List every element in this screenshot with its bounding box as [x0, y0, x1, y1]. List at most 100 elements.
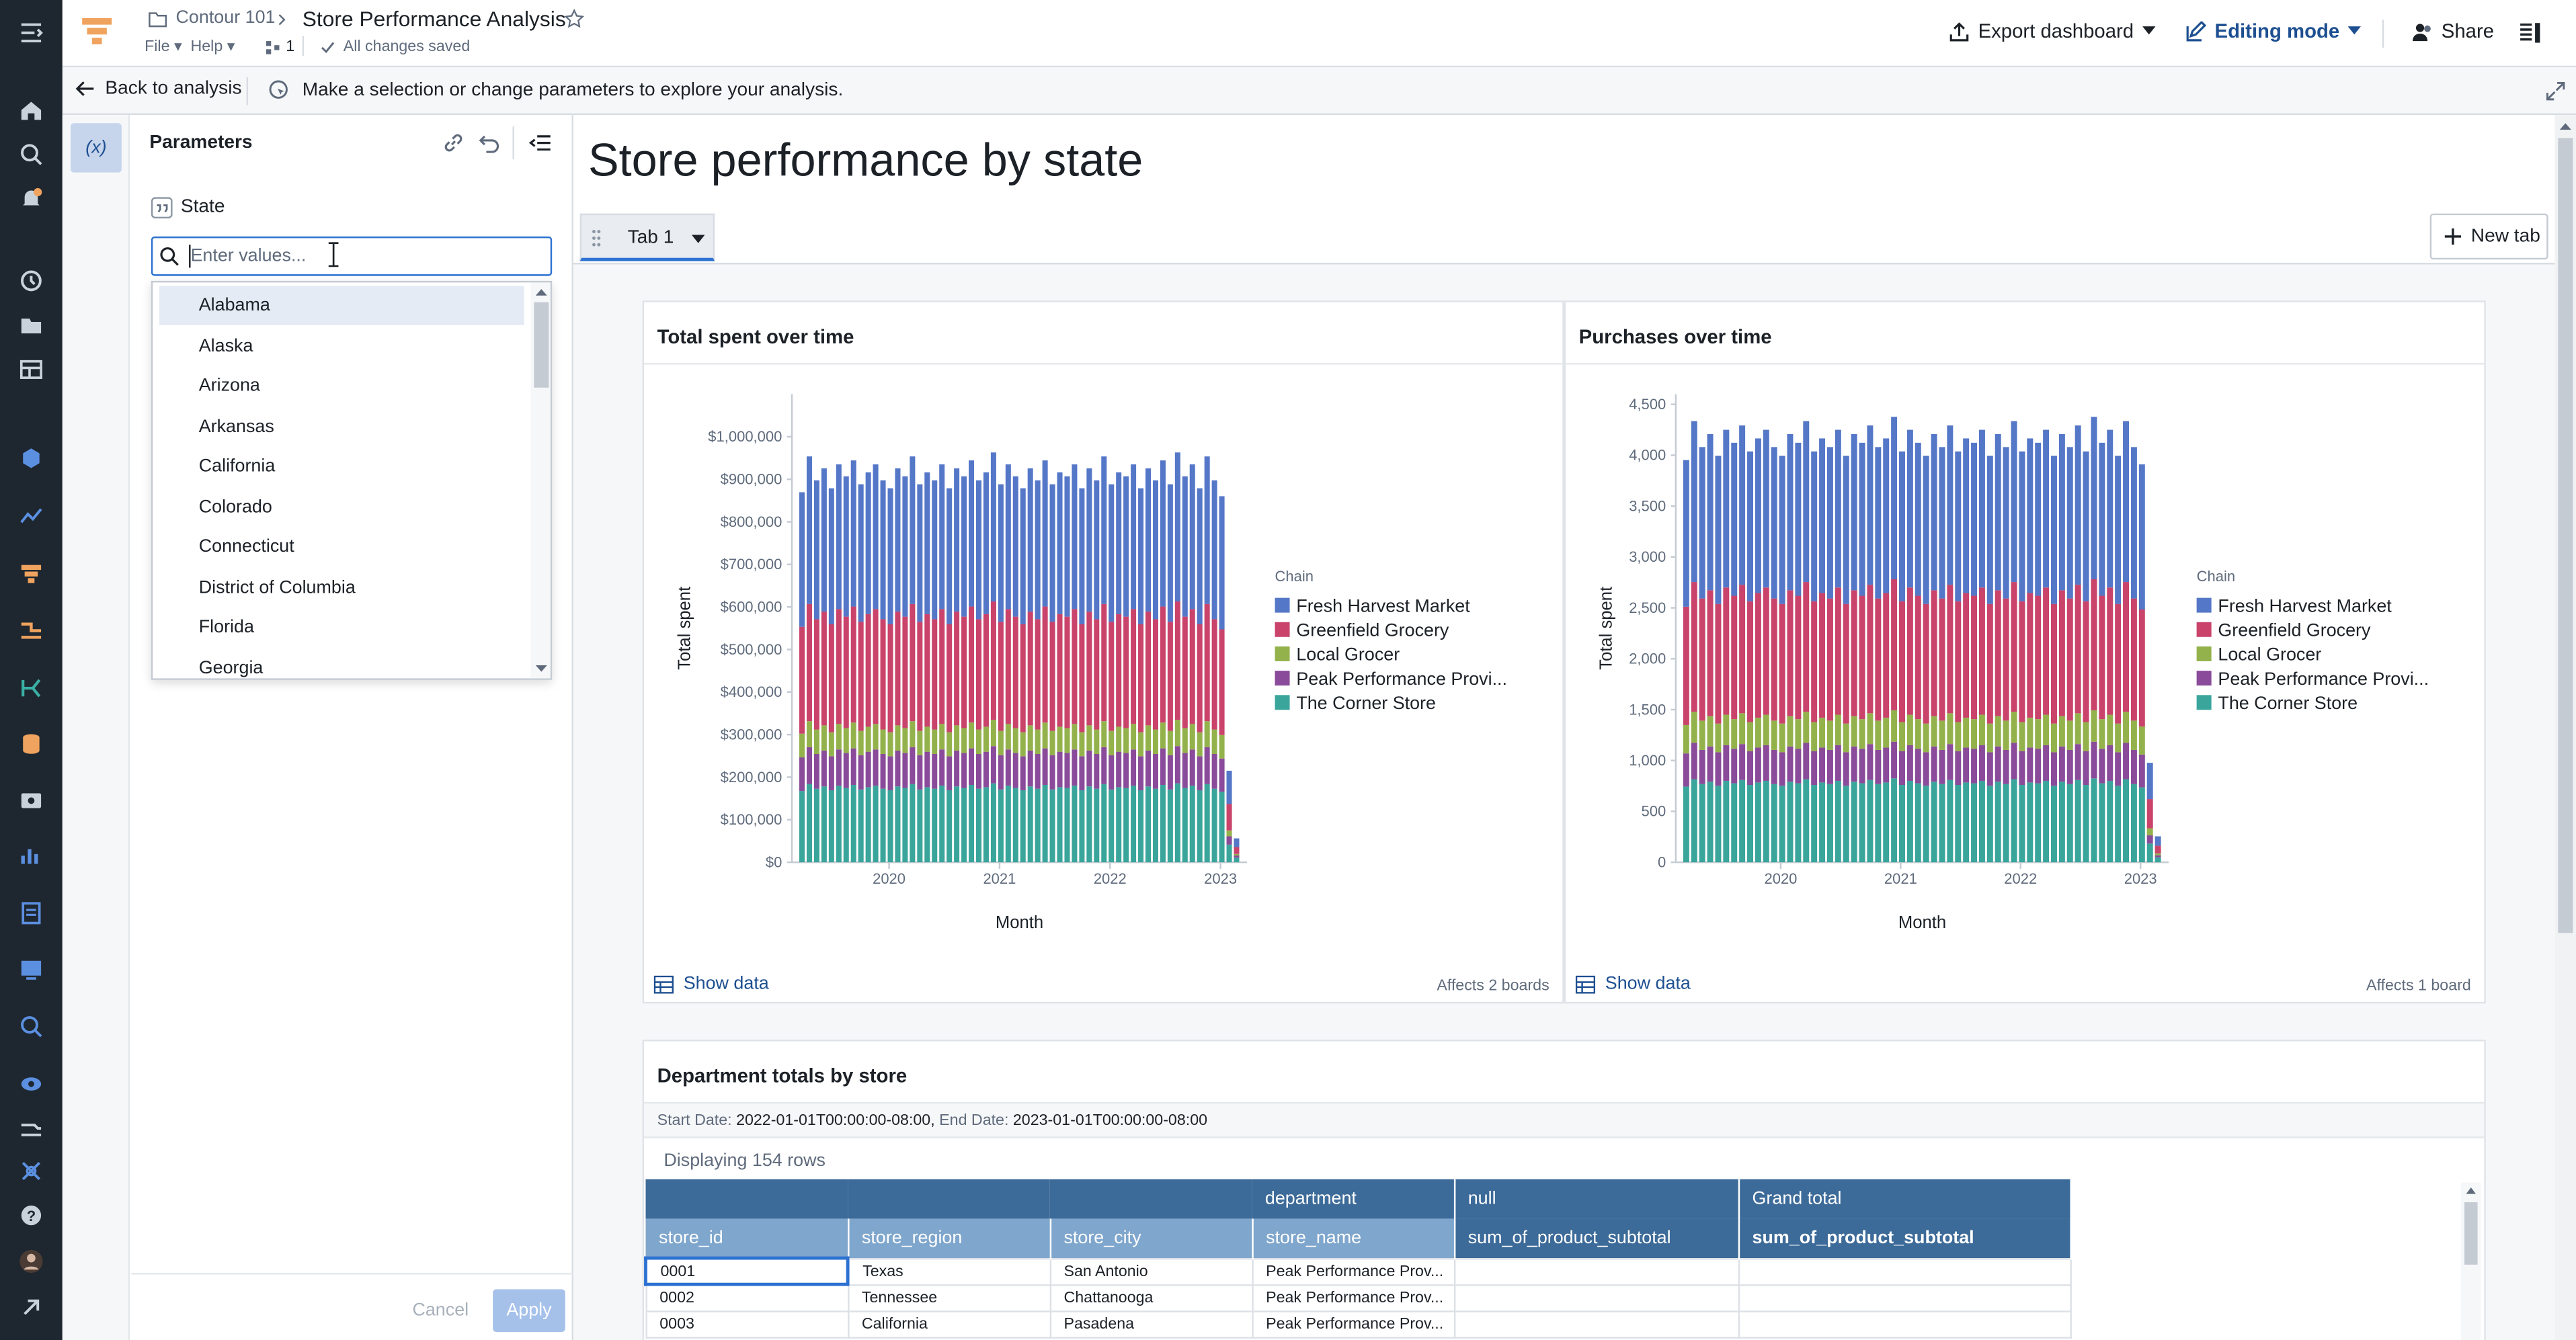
bar-segment[interactable] — [1978, 429, 1985, 588]
bar-segment[interactable] — [917, 789, 923, 863]
bar-segment[interactable] — [1875, 784, 1882, 863]
bar-segment[interactable] — [1867, 780, 1874, 863]
bar-segment[interactable] — [1723, 780, 1730, 863]
bar-segment[interactable] — [2123, 743, 2130, 780]
bar-segment[interactable] — [1803, 743, 1810, 780]
bar-segment[interactable] — [1891, 778, 1898, 863]
bar-segment[interactable] — [983, 614, 989, 727]
bar-segment[interactable] — [806, 784, 812, 863]
bar-segment[interactable] — [799, 791, 805, 863]
option-florida[interactable]: Florida — [198, 617, 254, 638]
bar-segment[interactable] — [2066, 720, 2073, 750]
database-icon[interactable] — [16, 729, 46, 759]
bar-segment[interactable] — [1851, 433, 1857, 591]
legend-swatch[interactable] — [2196, 597, 2212, 613]
bar-segment[interactable] — [1064, 753, 1070, 788]
bar-segment[interactable] — [1152, 754, 1158, 789]
bar-segment[interactable] — [1145, 750, 1152, 787]
bar-segment[interactable] — [1116, 787, 1122, 863]
bar-segment[interactable] — [1012, 476, 1018, 617]
bar-segment[interactable] — [924, 787, 930, 863]
bar-segment[interactable] — [1079, 488, 1085, 624]
caret-down-icon[interactable] — [691, 235, 705, 243]
bar-segment[interactable] — [1883, 782, 1890, 863]
bar-segment[interactable] — [2066, 447, 2073, 599]
bar-segment[interactable] — [1915, 749, 1921, 784]
bar-segment[interactable] — [1978, 587, 1985, 715]
export-dashboard-button[interactable]: Export dashboard — [1949, 19, 2155, 43]
bar-segment[interactable] — [1747, 451, 1753, 601]
bar-segment[interactable] — [939, 724, 945, 750]
bar-segment[interactable] — [1086, 725, 1092, 751]
bar-segment[interactable] — [1079, 756, 1085, 790]
state-search-input[interactable]: Enter values... — [151, 236, 553, 276]
bar-segment[interactable] — [2043, 714, 2050, 745]
bar-segment[interactable] — [1152, 480, 1158, 620]
bar-segment[interactable] — [1057, 614, 1063, 727]
bar-segment[interactable] — [1739, 744, 1746, 780]
bar-segment[interactable] — [850, 460, 856, 607]
bar-segment[interactable] — [836, 786, 842, 863]
legend-swatch[interactable] — [2196, 622, 2212, 637]
bar-segment[interactable] — [1867, 585, 1874, 714]
bar-segment[interactable] — [1160, 722, 1166, 749]
bar-segment[interactable] — [2138, 464, 2145, 610]
bar-segment[interactable] — [1899, 451, 1905, 601]
bar-segment[interactable] — [1049, 730, 1055, 755]
bar-segment[interactable] — [1867, 425, 1874, 585]
bar-segment[interactable] — [1811, 451, 1818, 601]
bar-segment[interactable] — [1995, 716, 2001, 747]
bar-segment[interactable] — [1731, 719, 1738, 749]
bar-segment[interactable] — [1189, 609, 1195, 724]
bar-segment[interactable] — [1971, 442, 1978, 596]
bar-segment[interactable] — [1219, 496, 1225, 630]
table-cell[interactable] — [1453, 1310, 1739, 1338]
file-menu[interactable]: File ▾ — [145, 38, 182, 56]
bar-segment[interactable] — [1906, 714, 1913, 745]
bar-segment[interactable] — [850, 606, 856, 723]
bar-segment[interactable] — [1109, 622, 1115, 731]
legend-entry[interactable]: Fresh Harvest Market — [2218, 595, 2392, 616]
bar-segment[interactable] — [1699, 447, 1705, 599]
bar-segment[interactable] — [858, 755, 864, 790]
data-lineage-icon[interactable] — [16, 1115, 46, 1144]
bar-segment[interactable] — [1747, 785, 1753, 863]
bar-segment[interactable] — [2066, 749, 2073, 784]
bar-segment[interactable] — [1939, 749, 1945, 784]
bar-segment[interactable] — [1715, 786, 1722, 863]
legend-swatch[interactable] — [1275, 597, 1290, 613]
bar-segment[interactable] — [1138, 756, 1144, 790]
bar-segment[interactable] — [1899, 785, 1905, 863]
bar-segment[interactable] — [1204, 721, 1210, 747]
legend-swatch[interactable] — [1275, 695, 1290, 710]
bar-segment[interactable] — [1963, 717, 1970, 748]
bar-segment[interactable] — [1931, 782, 1937, 863]
legend-entry[interactable]: Peak Performance Provi... — [1296, 669, 1507, 689]
bar-segment[interactable] — [2107, 745, 2114, 781]
bar-segment[interactable] — [998, 622, 1004, 731]
collapse-panel-icon[interactable] — [528, 132, 552, 155]
bar-segment[interactable] — [947, 756, 953, 790]
bar-segment[interactable] — [2035, 749, 2042, 784]
bar-segment[interactable] — [1226, 836, 1232, 845]
bar-segment[interactable] — [2083, 451, 2089, 601]
bar-segment[interactable] — [1049, 622, 1055, 731]
bar-segment[interactable] — [1899, 751, 1905, 786]
bar-segment[interactable] — [1226, 804, 1232, 831]
bar-segment[interactable] — [1931, 746, 1937, 782]
bar-segment[interactable] — [1906, 429, 1913, 588]
bar-segment[interactable] — [1226, 830, 1232, 837]
bar-segment[interactable] — [2066, 598, 2073, 721]
table-scrollbar[interactable] — [2461, 1182, 2481, 1340]
bar-segment[interactable] — [1035, 619, 1041, 730]
bar-segment[interactable] — [1234, 847, 1240, 854]
option-district-of-columbia[interactable]: District of Columbia — [198, 578, 356, 598]
drag-handle-icon[interactable] — [592, 228, 602, 248]
scroll-thumb[interactable] — [534, 302, 549, 388]
back-to-analysis-button[interactable]: Back to analysis — [75, 79, 242, 99]
bar-segment[interactable] — [1795, 749, 1802, 784]
bar-segment[interactable] — [1145, 786, 1152, 863]
bar-segment[interactable] — [1072, 724, 1078, 750]
link-icon[interactable] — [442, 132, 465, 155]
bar-segment[interactable] — [2091, 778, 2097, 863]
